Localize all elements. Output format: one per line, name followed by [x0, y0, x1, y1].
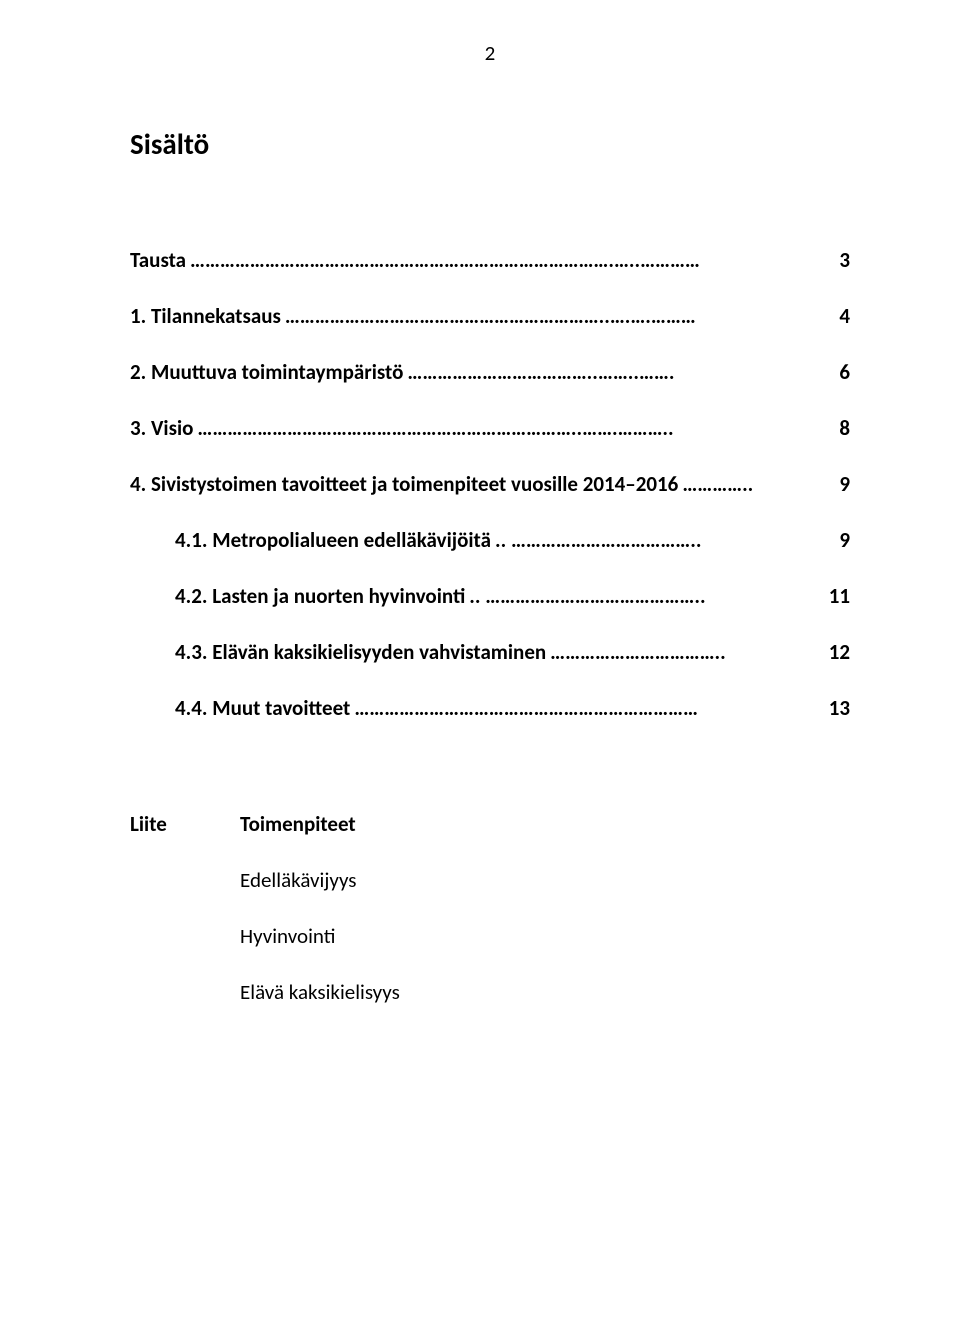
toc-dots: ………………………………………………………………………….…..…………	[186, 247, 819, 273]
toc-page: 13	[809, 695, 850, 721]
toc-dots: ………………………………..……..…….	[403, 359, 819, 385]
toc-page: 11	[809, 583, 850, 609]
toc-page: 6	[819, 359, 850, 385]
toc-entry: 3. Visio …………………………………………………………………..…….……	[130, 415, 850, 441]
toc-dots: ……………………………………………………………	[350, 695, 808, 721]
appendix-section: Liite Toimenpiteet Edelläkävijyys Hyvinv…	[130, 811, 850, 1035]
toc-label: 3. Visio	[130, 415, 193, 441]
toc-entry: 4.4. Muut tavoitteet ……………………………………………………	[130, 695, 850, 721]
toc-page: 8	[819, 415, 850, 441]
toc-dots: …………..	[678, 471, 819, 497]
toc-dots: ………………………………………………………..….….………	[281, 303, 819, 329]
appendix-item: Hyvinvointi	[240, 923, 400, 949]
toc-label: 2. Muuttuva toimintaympäristö	[130, 359, 403, 385]
toc-label: 1. Tilannekatsaus	[130, 303, 281, 329]
toc-label: 4.3. Elävän kaksikielisyyden vahvistamin…	[175, 639, 546, 665]
page-number: 2	[130, 40, 850, 66]
toc-label: 4.2. Lasten ja nuorten hyvinvointi	[175, 583, 465, 609]
toc-label: 4.4. Muut tavoitteet	[175, 695, 350, 721]
toc-entry: 4.3. Elävän kaksikielisyyden vahvistamin…	[130, 639, 850, 665]
appendix-label: Liite	[130, 811, 240, 1035]
toc-entry: 1. Tilannekatsaus ……………………………………………………….…	[130, 303, 850, 329]
toc-dots: ……………………………..	[546, 639, 809, 665]
toc-entry: 4.2. Lasten ja nuorten hyvinvointi .. ………	[130, 583, 850, 609]
toc-dots: .. ……………………………………..	[465, 583, 808, 609]
appendix-heading: Toimenpiteet	[240, 811, 400, 837]
toc-label: 4. Sivistystoimen tavoitteet ja toimenpi…	[130, 471, 678, 497]
toc-page: 9	[819, 471, 850, 497]
toc-label: Tausta	[130, 247, 186, 273]
toc-page: 4	[819, 303, 850, 329]
toc-entry: 4. Sivistystoimen tavoitteet ja toimenpi…	[130, 471, 850, 497]
toc-entry: 4.1. Metropolialueen edelläkävijöitä .. …	[130, 527, 850, 553]
page-title: Sisältö	[130, 126, 850, 162]
toc-dots: .. ………………………………..	[491, 527, 819, 553]
toc-label: 4.1. Metropolialueen edelläkävijöitä	[175, 527, 491, 553]
appendix-item: Elävä kaksikielisyys	[240, 979, 400, 1005]
toc-page: 9	[819, 527, 850, 553]
appendix-item: Edelläkävijyys	[240, 867, 400, 893]
toc-page: 3	[819, 247, 850, 273]
toc-dots: …………………………………………………………………..…….………..	[193, 415, 819, 441]
toc-page: 12	[809, 639, 850, 665]
toc-entry: 2. Muuttuva toimintaympäristö ……………………………	[130, 359, 850, 385]
toc-entry: Tausta ………………………………………………………………………….…..……	[130, 247, 850, 273]
